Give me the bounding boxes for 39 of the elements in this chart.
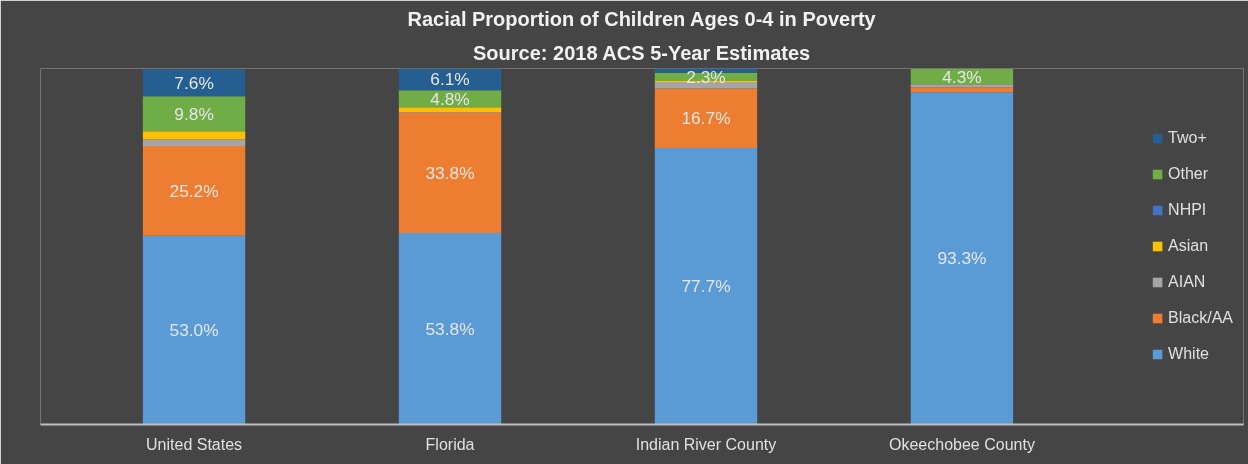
- x-tick-label: United States: [146, 435, 243, 453]
- legend-label: Other: [1168, 165, 1209, 183]
- bar: [142, 96, 246, 132]
- bar: [142, 146, 246, 236]
- bar: [910, 87, 1014, 93]
- data-label: 4.3%: [942, 66, 982, 87]
- bar: [654, 147, 758, 425]
- data-label: 53.0%: [169, 320, 219, 341]
- bar: [142, 235, 246, 425]
- legend-label: Two+: [1168, 129, 1207, 147]
- data-label: 9.8%: [174, 103, 214, 124]
- x-tick-label: Indian River County: [635, 435, 777, 453]
- bar: [142, 139, 246, 147]
- data-label: 53.8%: [425, 318, 475, 339]
- legend-label: White: [1168, 345, 1209, 363]
- legend-label: AIAN: [1168, 273, 1206, 291]
- legend-label: Asian: [1168, 237, 1209, 255]
- data-label: 6.1%: [430, 69, 470, 90]
- data-label: 25.2%: [169, 180, 219, 201]
- data-label: 33.8%: [425, 162, 475, 183]
- data-label: 7.6%: [174, 72, 214, 93]
- bar: [910, 92, 1014, 425]
- x-tick-label: Florida: [425, 435, 475, 453]
- legend-label: NHPI: [1168, 201, 1207, 219]
- data-label: 16.7%: [681, 108, 731, 129]
- bar: [398, 232, 502, 425]
- bar: [142, 131, 246, 140]
- bar: [398, 107, 502, 112]
- bar: [398, 112, 502, 233]
- legend-label: Black/AA: [1168, 309, 1233, 327]
- bar: [910, 84, 1014, 88]
- bar: [142, 69, 246, 97]
- data-label: 77.7%: [681, 276, 731, 297]
- chart-title: Racial Proportion of Children Ages 0-4 in Poverty: [407, 7, 877, 30]
- x-tick-label: Okeechobee County: [889, 435, 1035, 453]
- bar: [654, 88, 758, 148]
- chart-subtitle: Source: 2018 ACS 5-Year Estimates: [473, 41, 811, 64]
- data-label: 93.3%: [937, 248, 987, 269]
- data-label: 4.8%: [430, 88, 470, 109]
